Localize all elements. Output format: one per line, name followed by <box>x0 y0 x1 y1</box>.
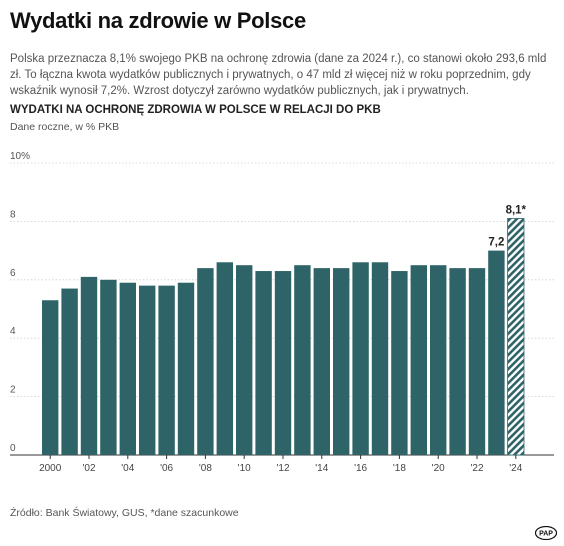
bar-2021 <box>449 268 466 455</box>
x-tick-label: '22 <box>470 463 483 474</box>
bar-2018 <box>391 271 408 455</box>
pap-logo: PAP <box>535 526 557 540</box>
data-label-2024: 8,1* <box>506 204 527 216</box>
y-tick-label: 10% <box>10 151 30 162</box>
svg-text:PAP: PAP <box>539 531 553 538</box>
x-tick-label: '20 <box>432 463 445 474</box>
y-tick-label: 6 <box>10 268 16 279</box>
x-tick-label: '08 <box>199 463 212 474</box>
x-tick-label: '16 <box>354 463 367 474</box>
source-note: Źródło: Bank Światowy, GUS, *dane szacun… <box>10 507 239 519</box>
bar-2008 <box>197 268 214 455</box>
bar-2024 <box>507 218 525 456</box>
x-axis-ticks: 2000 '02 '04 '06 '08 '10 '12 '14 '16 '18 '20 '22 '24 <box>39 455 523 474</box>
data-labels: 7,2 8,1* <box>488 204 526 248</box>
bar-2014 <box>313 268 330 455</box>
chart-subtitle: Dane roczne, w % PKB <box>10 121 120 133</box>
bar-2012 <box>274 271 292 455</box>
bar-2004 <box>119 282 136 455</box>
y-tick-label: 0 <box>10 443 16 454</box>
x-tick-label: '24 <box>509 463 522 474</box>
bar-2013 <box>294 265 311 455</box>
bar-2007 <box>177 282 195 455</box>
x-tick-label: '10 <box>238 463 251 474</box>
bars <box>42 218 525 456</box>
bar-2009 <box>216 262 233 455</box>
x-tick-label: '06 <box>160 463 173 474</box>
x-tick-label: '02 <box>82 463 95 474</box>
bar-2006 <box>158 285 175 455</box>
x-tick-label: '14 <box>315 463 328 474</box>
bar-2023 <box>488 250 505 455</box>
bar-2001 <box>61 288 78 455</box>
lead-paragraph: Polska przeznacza 8,1% swojego PKB na oc… <box>10 53 547 97</box>
data-label-2023: 7,2 <box>488 237 504 249</box>
bar-2010 <box>236 265 253 455</box>
x-tick-label: 2000 <box>39 463 62 474</box>
x-tick-label: '12 <box>276 463 289 474</box>
bar-2015 <box>333 268 350 455</box>
bar-2019 <box>410 265 427 455</box>
bar-2003 <box>100 279 117 455</box>
x-tick-label: '18 <box>393 463 406 474</box>
y-tick-label: 4 <box>10 326 16 337</box>
headline: Wydatki na zdrowie w Polsce <box>10 8 306 33</box>
x-tick-label: '04 <box>121 463 134 474</box>
y-tick-label: 8 <box>10 209 16 220</box>
bar-2017 <box>371 262 389 455</box>
bar-2005 <box>139 285 156 455</box>
bar-2016 <box>352 262 369 455</box>
y-tick-label: 2 <box>10 385 16 396</box>
bar-2011 <box>255 271 272 455</box>
chart-title: WYDATKI NA OCHRONĘ ZDROWIA W POLSCE W RE… <box>10 104 381 116</box>
bar-2002 <box>80 276 98 455</box>
bar-2020 <box>430 265 447 455</box>
bar-2000 <box>42 300 59 455</box>
bar-chart: 0 2 4 6 8 10% 2000 '02 '04 '06 '08 '10 '12 '14 '16 '18… <box>10 151 554 474</box>
bar-2022 <box>468 268 486 455</box>
